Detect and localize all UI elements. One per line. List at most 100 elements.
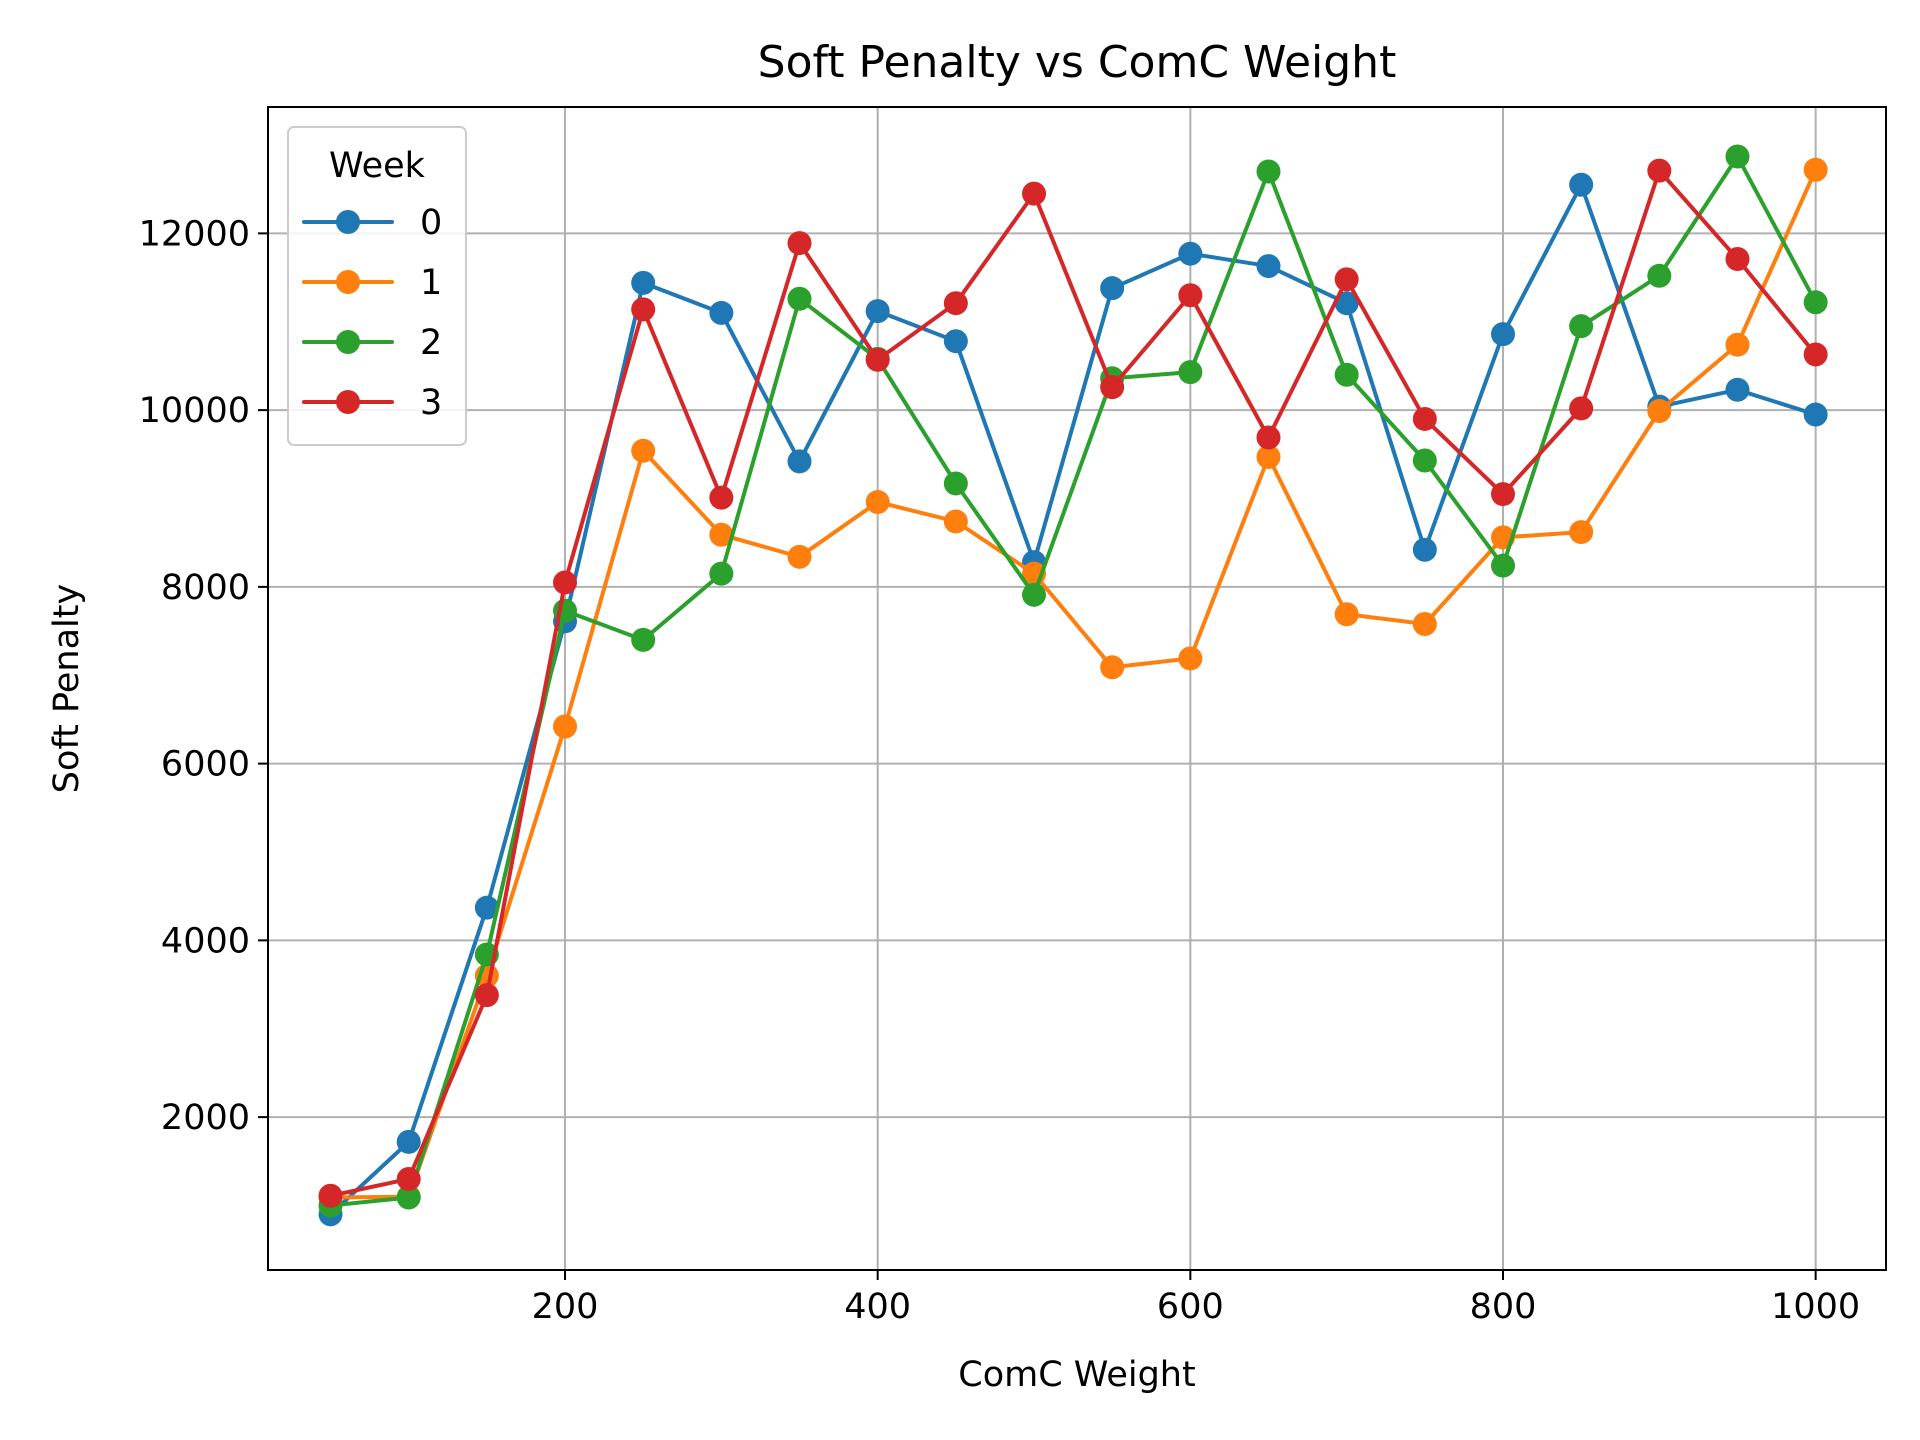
data-point-week-3 — [1100, 375, 1125, 400]
data-point-week-1 — [1725, 332, 1750, 357]
data-point-week-0 — [1725, 377, 1750, 402]
data-point-week-2 — [1256, 159, 1281, 184]
data-point-week-2 — [943, 471, 968, 496]
series-line-week-2 — [328, 154, 1818, 1208]
data-point-week-1 — [787, 544, 812, 569]
data-point-week-1 — [631, 438, 656, 463]
data-point-week-3 — [1569, 396, 1594, 421]
data-point-week-2 — [1647, 263, 1672, 288]
data-point-week-0 — [1412, 537, 1437, 562]
data-point-week-1 — [1647, 399, 1672, 424]
legend-marker-week-3 — [336, 390, 360, 414]
data-point-week-3 — [1803, 342, 1828, 367]
data-point-week-1 — [1256, 444, 1281, 469]
data-point-week-2 — [1412, 448, 1437, 473]
x-tick-label: 600 — [1157, 1287, 1224, 1327]
legend-marker-week-2 — [336, 330, 360, 354]
plot-frame — [267, 106, 1887, 1271]
data-point-week-2 — [396, 1185, 421, 1210]
data-point-week-0 — [631, 270, 656, 295]
data-point-week-0 — [1100, 276, 1125, 301]
data-point-week-3 — [865, 347, 890, 372]
y-tick-label: 10000 — [139, 391, 250, 431]
data-point-week-2 — [709, 561, 734, 586]
data-point-week-2 — [1178, 360, 1203, 385]
data-point-week-1 — [1100, 655, 1125, 680]
data-point-week-3 — [1022, 181, 1047, 206]
data-point-week-3 — [553, 570, 578, 595]
data-point-week-3 — [709, 485, 734, 510]
legend-marker-week-1 — [336, 270, 360, 294]
series-line-week-0 — [328, 182, 1818, 1217]
data-point-week-0 — [1569, 172, 1594, 197]
y-tick-label: 12000 — [139, 214, 250, 254]
axis-ticks: 200 400 600 800 1000 2000 4000 6000 8000 10000 120… — [139, 214, 1861, 1327]
data-point-week-2 — [1334, 362, 1359, 387]
data-point-week-1 — [1412, 611, 1437, 636]
x-tick-label: 400 — [844, 1287, 911, 1327]
data-point-week-3 — [787, 231, 812, 256]
x-axis-label: ComC Weight — [958, 1355, 1195, 1395]
x-tick-label: 800 — [1470, 1287, 1537, 1327]
legend: Week 0 1 2 3 — [287, 126, 467, 446]
data-point-week-0 — [1334, 291, 1359, 316]
legend-marker-week-0 — [336, 210, 360, 234]
data-point-week-0 — [1490, 322, 1515, 347]
data-point-week-3 — [1178, 283, 1203, 308]
data-point-week-3 — [943, 291, 968, 316]
data-point-week-3 — [1412, 406, 1437, 431]
x-tick-label: 200 — [532, 1287, 599, 1327]
data-point-week-1 — [1803, 157, 1828, 182]
data-point-week-0 — [787, 449, 812, 474]
data-point-week-0 — [474, 895, 499, 920]
y-axis-label: Soft Penalty — [47, 584, 87, 793]
data-point-week-1 — [709, 522, 734, 547]
legend-label-week-3: 3 — [420, 383, 442, 423]
y-tick-label: 4000 — [161, 921, 250, 961]
legend-title: Week — [329, 146, 426, 186]
data-point-week-0 — [709, 300, 734, 325]
data-point-week-2 — [631, 627, 656, 652]
data-point-week-2 — [1022, 582, 1047, 607]
data-point-week-3 — [474, 983, 499, 1008]
data-point-week-3 — [1725, 247, 1750, 272]
data-point-week-1 — [1178, 646, 1203, 671]
data-point-week-3 — [1647, 158, 1672, 183]
data-point-week-1 — [553, 714, 578, 739]
legend-label-week-1: 1 — [420, 263, 442, 303]
data-point-week-2 — [1490, 553, 1515, 578]
x-tick-label: 1000 — [1771, 1287, 1860, 1327]
data-point-week-1 — [943, 509, 968, 534]
data-point-week-3 — [396, 1166, 421, 1191]
legend-box — [287, 126, 467, 446]
y-tick-label: 8000 — [161, 568, 250, 608]
data-point-week-3 — [1334, 267, 1359, 292]
series-line-week-3 — [328, 168, 1818, 1198]
data-point-week-1 — [1334, 602, 1359, 627]
data-point-week-2 — [1569, 314, 1594, 339]
data-point-week-2 — [1725, 144, 1750, 169]
data-point-week-0 — [1256, 254, 1281, 279]
legend-label-week-2: 2 — [420, 323, 442, 363]
data-point-week-2 — [787, 286, 812, 311]
data-point-week-3 — [318, 1183, 343, 1208]
series-line-week-1 — [328, 167, 1818, 1200]
data-point-week-0 — [865, 299, 890, 324]
y-tick-label: 2000 — [161, 1098, 250, 1138]
data-point-week-3 — [1490, 482, 1515, 507]
data-point-week-2 — [1803, 290, 1828, 315]
data-point-week-3 — [1256, 425, 1281, 450]
y-tick-label: 6000 — [161, 745, 250, 785]
data-point-week-0 — [396, 1129, 421, 1154]
data-point-week-0 — [943, 329, 968, 354]
data-point-week-1 — [865, 490, 890, 515]
chart-title: Soft Penalty vs ComC Weight — [758, 37, 1397, 88]
series-layer — [318, 144, 1828, 1227]
data-point-week-0 — [1178, 241, 1203, 266]
data-point-week-1 — [1569, 520, 1594, 545]
data-point-week-0 — [1803, 402, 1828, 427]
legend-label-week-0: 0 — [420, 203, 442, 243]
data-point-week-3 — [631, 297, 656, 322]
